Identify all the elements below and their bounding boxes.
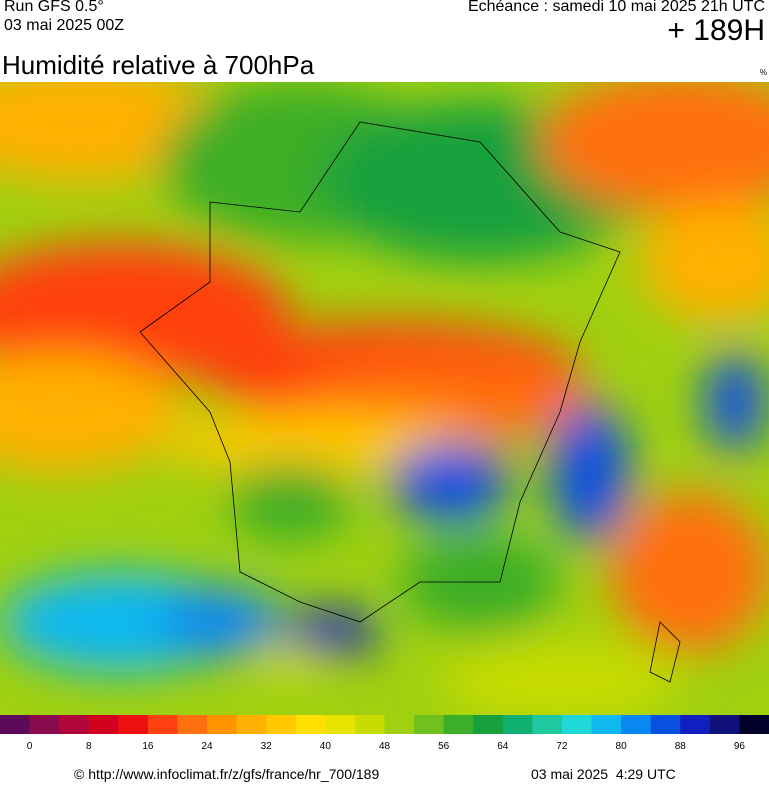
colorbar-swatch <box>147 715 178 734</box>
run-label: Run GFS 0.5° <box>4 0 104 15</box>
colorbar-tick-label: 72 <box>556 741 568 752</box>
field-blob <box>540 82 769 212</box>
colorbar-swatch <box>59 715 90 734</box>
field-blob <box>0 242 290 382</box>
field-blob <box>640 202 769 322</box>
generated: 03 mai 2025 4:29 UTC <box>531 766 676 782</box>
colorbar-swatch <box>709 715 740 734</box>
field-blob <box>705 352 765 452</box>
field-blob <box>610 492 769 652</box>
colorbar-swatch <box>473 715 504 734</box>
colorbar-tick-label: 0 <box>27 741 33 752</box>
colorbar-tick-label: 40 <box>320 741 332 752</box>
colorbar-tick-label: 8 <box>86 741 92 752</box>
colorbar-swatch <box>236 715 267 734</box>
colorbar-tick-label: 48 <box>379 741 391 752</box>
colorbar-swatch <box>443 715 474 734</box>
colorbar-tick-label: 96 <box>734 741 746 752</box>
colorbar-tick-label: 80 <box>616 741 628 752</box>
field-blob <box>160 587 280 657</box>
map-title: Humidité relative à 700hPa <box>2 50 315 80</box>
colorbar-tick-label: 64 <box>497 741 509 752</box>
colorbar-tick-label: 56 <box>438 741 450 752</box>
colorbar-swatch <box>354 715 385 734</box>
colorbar-swatch <box>739 715 769 734</box>
colorbar-tick-label: 16 <box>142 741 154 752</box>
colorbar-tick-label: 32 <box>261 741 273 752</box>
colorbar-swatch <box>0 715 31 734</box>
unit: % <box>759 68 767 77</box>
source: © http://www.infoclimat.fr/z/gfs/france/… <box>74 766 380 782</box>
field-blob <box>390 442 510 522</box>
colorbar-swatch <box>561 715 593 734</box>
colorbar-swatch <box>414 715 445 734</box>
colorbar-tick-label: 24 <box>201 741 213 752</box>
lead-time: + 189H <box>667 14 765 47</box>
valid-time: Echéance : samedi 10 mai 2025 21h UTC <box>467 0 765 15</box>
colorbar-swatch <box>177 715 208 734</box>
field-blob <box>280 610 380 654</box>
coastline <box>649 621 681 683</box>
colorbar-swatch <box>266 715 297 734</box>
colorbar-swatch <box>621 715 652 734</box>
colorbar-swatch <box>532 715 563 734</box>
colorbar-swatch <box>295 715 326 734</box>
colorbar-swatch <box>29 715 60 734</box>
colorbar-swatch <box>118 715 149 734</box>
humidity-field <box>0 82 769 715</box>
map <box>0 82 769 715</box>
run-date: 03 mai 2025 00Z <box>4 17 125 34</box>
colorbar: 0 8 16 24 32 40 48 56 64 72 80 88 96 <box>0 715 769 752</box>
field-blob <box>260 650 320 674</box>
colorbar-swatch <box>650 715 681 734</box>
field-blob <box>440 642 680 715</box>
colorbar-swatch <box>591 715 622 734</box>
colorbar-swatch <box>207 715 238 734</box>
field-blob <box>550 402 630 542</box>
colorbar-swatch <box>680 715 711 734</box>
colorbar-swatch <box>325 715 356 734</box>
colorbar-tick-label: 88 <box>675 741 687 752</box>
coastline <box>139 121 621 623</box>
field-blob <box>160 412 480 472</box>
colorbar-swatch <box>502 715 533 734</box>
colorbar-swatch <box>88 715 119 734</box>
colorbar-swatch <box>384 715 415 734</box>
field-blob <box>0 352 180 472</box>
field-blob <box>230 462 350 542</box>
